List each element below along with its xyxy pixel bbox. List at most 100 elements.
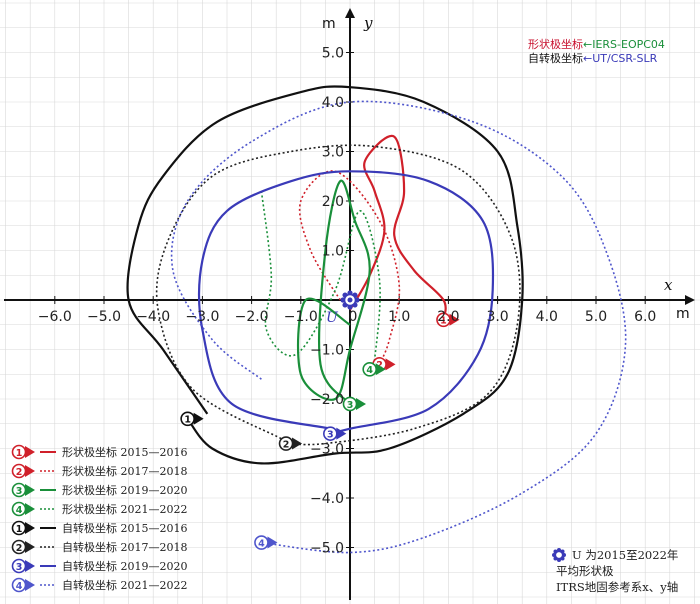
badge-arrow <box>25 541 35 553</box>
badge-arrow <box>449 313 460 326</box>
series-line-7 <box>197 170 495 435</box>
note-star-petal <box>562 553 566 557</box>
series-end-marker-4: 4 <box>362 361 386 377</box>
badge-circle <box>436 312 451 328</box>
y-tick-label: 4.0 <box>322 95 344 111</box>
y-tick-label: −5.0 <box>310 541 344 557</box>
y-tick-label: 3.0 <box>322 145 344 161</box>
legend-label: 自转极坐标 2015—2016 <box>62 521 188 535</box>
y-tick-label: −3.0 <box>310 442 344 458</box>
legend: 1 形状极坐标 2015—2016 2 形状极坐标 2017—2018 3 形状极坐标 2… <box>11 444 188 593</box>
badge-circle <box>11 520 27 536</box>
badge-number: 1 <box>16 448 23 459</box>
legend-marker: 1 <box>11 520 35 536</box>
legend-item: 3 形状极坐标 2019—2020 <box>11 482 188 498</box>
badge-circle <box>11 463 27 479</box>
x-tick-label: −5.0 <box>87 309 121 325</box>
legend-label: 形状极坐标 2019—2020 <box>62 483 188 497</box>
mean-pole-marker <box>340 290 360 310</box>
badge-arrow <box>25 579 35 591</box>
badge-number: 1 <box>184 415 191 426</box>
badge-number: 3 <box>327 429 334 440</box>
badge-number: 4 <box>16 505 23 516</box>
badge-arrow <box>25 465 35 477</box>
legend-label: 自转极坐标 2019—2020 <box>62 559 188 573</box>
y-tick-label: 2.0 <box>322 194 344 210</box>
badge-number: 4 <box>366 365 373 376</box>
badge-number: 2 <box>16 467 23 478</box>
badge-arrow <box>193 412 204 425</box>
x-tick-label: −1.0 <box>284 309 318 325</box>
badge-arrow <box>356 397 366 410</box>
note-star-icon <box>552 548 566 562</box>
y-tick-label: 5.0 <box>322 46 344 62</box>
source-name: 形状极坐标 <box>528 37 583 51</box>
badge-arrow <box>25 484 35 496</box>
legend-marker: 2 <box>11 539 35 555</box>
y-tick-label: −2.0 <box>310 392 344 408</box>
note-star-core <box>554 550 564 560</box>
x-axis-label: x <box>664 276 673 294</box>
series-line-5 <box>126 85 524 465</box>
badge-arrow <box>292 437 303 450</box>
legend-item: 1 形状极坐标 2015—2016 <box>11 444 188 460</box>
y-tick-label: 1.0 <box>322 244 344 260</box>
badge-number: 3 <box>16 562 23 573</box>
series-end-marker-8: 4 <box>254 535 278 550</box>
legend-item: 1 自转极坐标 2015—2016 <box>11 520 188 536</box>
badge-number: 1 <box>16 524 23 535</box>
legend-label: 形状极坐标 2017—2018 <box>62 464 188 478</box>
note-star-petal <box>557 558 561 562</box>
badge-circle <box>362 361 377 377</box>
source-label: 自转极坐标←UT/CSR-SLR <box>528 51 658 65</box>
badge-arrow <box>25 522 35 534</box>
legend-label: 自转极坐标 2017—2018 <box>62 540 188 554</box>
badge-number: 4 <box>16 581 23 592</box>
legend-marker: 3 <box>11 482 35 498</box>
badge-circle <box>11 558 27 574</box>
x-tick-label: 6.0 <box>634 309 656 325</box>
source-name: 自转极坐标 <box>528 51 583 65</box>
badge-number: 1 <box>440 316 447 327</box>
x-tick-label: 4.0 <box>536 309 558 325</box>
legend-item: 2 自转极坐标 2017—2018 <box>11 539 188 555</box>
legend-item: 4 自转极坐标 2021—2022 <box>11 577 188 593</box>
badge-circle <box>11 577 27 593</box>
legend-item: 3 自转极坐标 2019—2020 <box>11 558 188 574</box>
source-origin: ←IERS-EOPC04 <box>583 38 665 51</box>
mean-pole-label: U <box>326 310 339 326</box>
note-line: 平均形状极 <box>556 564 614 578</box>
badge-arrow <box>385 358 396 371</box>
legend-label: 自转极坐标 2021—2022 <box>62 578 188 592</box>
badge-number: 2 <box>283 439 290 450</box>
legend-label: 形状极坐标 2021—2022 <box>62 502 188 516</box>
badge-number: 3 <box>347 400 354 411</box>
x-tick-label: 5.0 <box>585 309 607 325</box>
series-markers: 12341234 <box>180 290 460 550</box>
series-group <box>126 85 627 554</box>
note-star-petal <box>552 553 556 557</box>
legend-marker: 1 <box>11 444 35 460</box>
x-tick-label: −4.0 <box>136 309 170 325</box>
legend-label: 形状极坐标 2015—2016 <box>62 445 188 459</box>
x-tick-label: −3.0 <box>185 309 219 325</box>
series-end-marker-7: 3 <box>323 426 347 441</box>
note-star-petal <box>557 548 561 552</box>
badge-circle <box>11 501 27 517</box>
series-line-3 <box>296 179 371 405</box>
legend-item: 4 形状极坐标 2021—2022 <box>11 501 188 517</box>
legend-item: 2 形状极坐标 2017—2018 <box>11 463 188 479</box>
note-line: U 为2015至2022年 <box>572 548 678 562</box>
legend-marker: 4 <box>11 577 35 593</box>
legend-marker: 3 <box>11 558 35 574</box>
x-tick-label: −2.0 <box>235 309 269 325</box>
source-label: 形状极坐标←IERS-EOPC04 <box>528 37 665 51</box>
x-tick-label: 2.0 <box>437 309 459 325</box>
badge-circle <box>254 535 269 550</box>
badge-number: 2 <box>16 543 23 554</box>
badge-arrow <box>375 363 386 376</box>
y-tick-label: −4.0 <box>310 491 344 507</box>
